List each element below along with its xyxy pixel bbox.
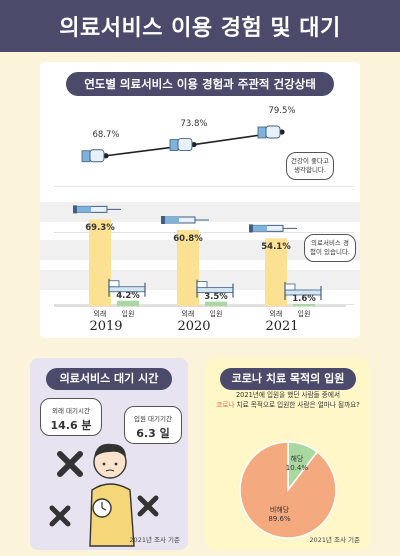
service-bubble: 의료서비스 경험이 있습니다. (304, 234, 356, 262)
outpatient-category-label: 외래 (269, 310, 283, 318)
syringe-icon (73, 205, 121, 214)
inpatient-wait-label: 입원 대기기간 (134, 415, 172, 423)
covid-footnote: 2021년 조사 기준 (309, 536, 360, 544)
syringe-icon (249, 224, 297, 233)
inpatient-bar (117, 300, 139, 306)
outpatient-bar (89, 219, 111, 306)
hospital-bed-icon (108, 278, 146, 297)
covid-title: 코로나 치료 목적의 입원 (220, 368, 356, 390)
bar-line-chart (54, 125, 346, 307)
outpatient-category-label: 외래 (93, 310, 107, 318)
outpatient-value-label: 60.8% (173, 234, 203, 244)
inpatient-value-label: 3.5% (204, 291, 228, 302)
person-icon (89, 443, 135, 547)
x-mark-icon (57, 451, 83, 477)
covid-card: 코로나 치료 목적의 입원 2021년에 입원을 했던 사람들 중에서 코로나 치… (206, 358, 370, 550)
outpatient-value-label: 54.1% (261, 242, 291, 253)
inpatient-category-label: 입원 (121, 310, 135, 318)
x-mark-icon (137, 495, 159, 517)
outpatient-wait-box: 외래 대기시간 14.6 분 (40, 398, 102, 436)
x-mark-icon (49, 505, 71, 527)
health-value-label: 79.5% (268, 106, 296, 116)
pie-slice-value: 89.6% (268, 515, 291, 523)
hospital-bed-icon (196, 279, 234, 298)
pie-slice-label: 해당 10.4% (277, 455, 317, 473)
thumbs-up-icon (257, 125, 281, 139)
grid-line (54, 304, 354, 305)
pie-slice-name: 비해당 (269, 506, 290, 514)
outpatient-bar (177, 230, 199, 306)
inpatient-category-label: 입원 (209, 310, 223, 318)
year-label: 2019 (89, 319, 123, 334)
chart-title: 연도별 의료서비스 이용 경험과 주관적 건강상태 (66, 72, 334, 96)
pie-slice-label: 비해당 89.6% (260, 506, 300, 524)
inpatient-value-label: 1.6% (292, 294, 316, 304)
page-title: 의료서비스 이용 경험 및 대기 (59, 16, 341, 41)
hospital-bed-icon (284, 282, 322, 300)
health-point (279, 129, 285, 135)
year-label: 2020 (177, 319, 211, 334)
inpatient-wait-value: 6.3 일 (136, 427, 170, 440)
grid-line (54, 232, 354, 233)
question-text-2: 치료 목적으로 입원한 사람은 얼마나 될까요? (234, 401, 360, 409)
health-value-label: 73.8% (180, 118, 208, 129)
main-chart-card: 연도별 의료서비스 이용 경험과 주관적 건강상태 건강이 좋다고 생각합니다.… (40, 62, 360, 338)
health-bubble: 건강이 좋다고 생각합니다. (286, 152, 334, 180)
question-text-1: 2021년에 입원을 했던 사람들 중에서 (235, 391, 341, 399)
inpatient-category-label: 입원 (297, 310, 311, 318)
syringe-icon (161, 216, 209, 224)
covid-question: 2021년에 입원을 했던 사람들 중에서 코로나 치료 목적으로 입원한 사람은… (216, 390, 360, 410)
pie-slice-value: 10.4% (285, 463, 309, 472)
outpatient-wait-label: 외래 대기시간 (52, 407, 90, 415)
wait-time-card: 의료서비스 대기 시간 외래 대기시간 14.6 분 입원 대기기간 6.3 일 (30, 358, 188, 550)
pie-slice-name: 해당 (290, 454, 304, 463)
covid-pie-chart (239, 441, 337, 539)
wait-footnote: 2021년 조사 기준 (129, 536, 180, 544)
outpatient-value-label: 69.3% (85, 223, 115, 234)
grid-line (54, 186, 354, 187)
pie-slice (239, 441, 337, 539)
year-label: 2021 (265, 319, 299, 334)
outpatient-bar (265, 238, 287, 306)
inpatient-bar (205, 301, 227, 306)
thumbs-up-icon (169, 138, 193, 151)
outpatient-wait-value: 14.6 분 (50, 419, 92, 432)
inpatient-wait-box: 입원 대기기간 6.3 일 (124, 406, 182, 444)
inpatient-value-label: 4.2% (116, 290, 140, 301)
question-highlight: 코로나 (216, 401, 235, 409)
grid-band (40, 202, 360, 222)
wait-title: 의료서비스 대기 시간 (46, 368, 172, 390)
health-point (191, 141, 197, 148)
outpatient-category-label: 외래 (181, 310, 195, 318)
health-point (103, 153, 109, 159)
inpatient-bar (293, 304, 315, 306)
health-value-label: 68.7% (92, 129, 120, 140)
waiting-person-illustration (49, 443, 159, 547)
header-banner: 의료서비스 이용 경험 및 대기 (0, 0, 400, 52)
thumbs-up-icon (81, 149, 105, 163)
